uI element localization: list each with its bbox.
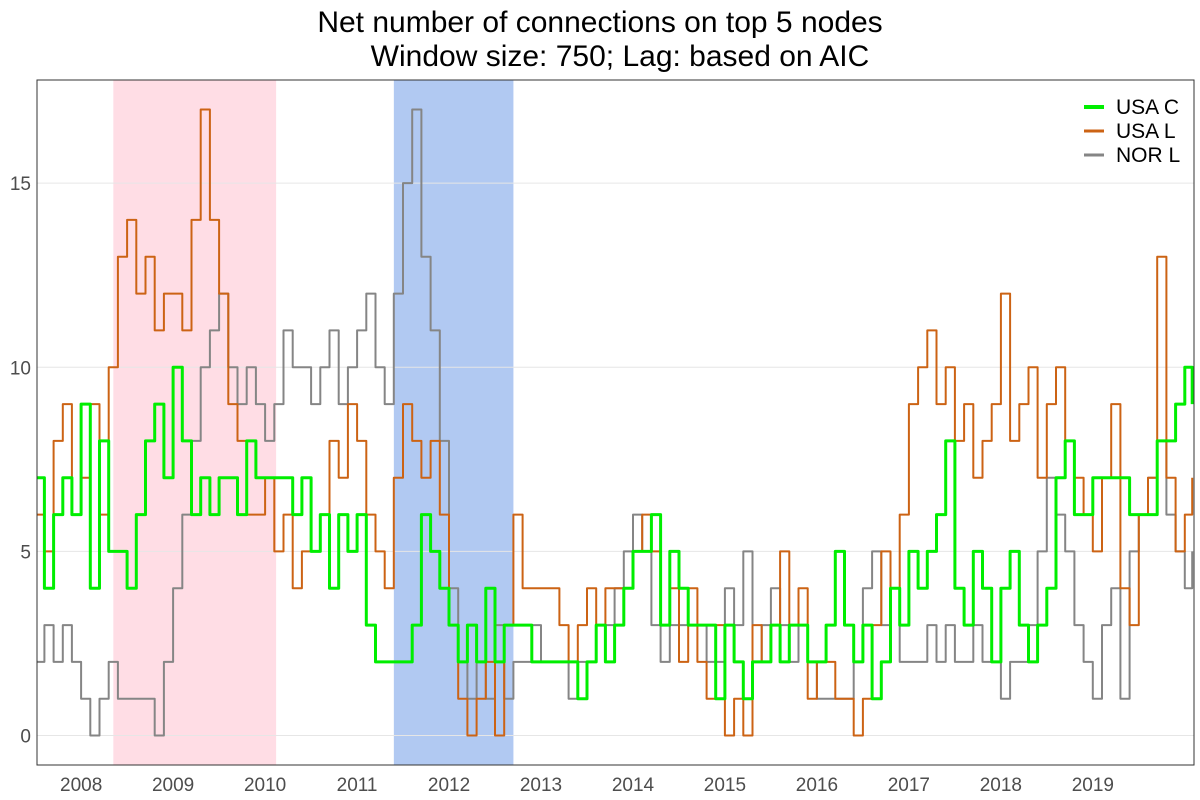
x-tick-label: 2008 (60, 775, 102, 796)
x-axis-ticks: 2008 2009 2010 2011 2012 2013 2014 2015 2016 2017… (60, 775, 1114, 796)
shaded-region-2 (393, 80, 514, 765)
y-axis-ticks: 0 5 10 15 (10, 174, 31, 747)
x-tick-label: 2018 (980, 775, 1022, 796)
chart-subtitle: Window size: 750; Lag: based on AIC (371, 40, 870, 73)
y-tick-label: 5 (20, 542, 31, 563)
series-line-usa-c (37, 365, 1194, 701)
x-tick-label: 2017 (888, 775, 930, 796)
y-tick-label: 0 (20, 727, 31, 748)
x-tick-label: 2014 (612, 775, 655, 796)
x-tick-label: 2016 (796, 775, 838, 796)
shaded-regions (113, 80, 514, 765)
chart-title: Net number of connections on top 5 nodes (317, 6, 882, 39)
x-tick-label: 2012 (428, 775, 470, 796)
series-lines (37, 108, 1194, 737)
y-tick-label: 15 (10, 174, 31, 195)
x-tick-label: 2011 (337, 775, 378, 796)
x-tick-label: 2009 (152, 775, 194, 796)
y-tick-label: 10 (10, 358, 31, 379)
x-tick-label: 2015 (704, 775, 746, 796)
legend-label: NOR L (1116, 144, 1180, 167)
shaded-region-1 (113, 80, 277, 765)
legend-label: USA C (1116, 96, 1179, 119)
x-tick-label: 2010 (244, 775, 286, 796)
plot-panel-border (36, 79, 1195, 766)
x-tick-label: 2019 (1072, 775, 1114, 796)
legend-label: USA L (1116, 120, 1176, 143)
x-tick-label: 2013 (520, 775, 562, 796)
